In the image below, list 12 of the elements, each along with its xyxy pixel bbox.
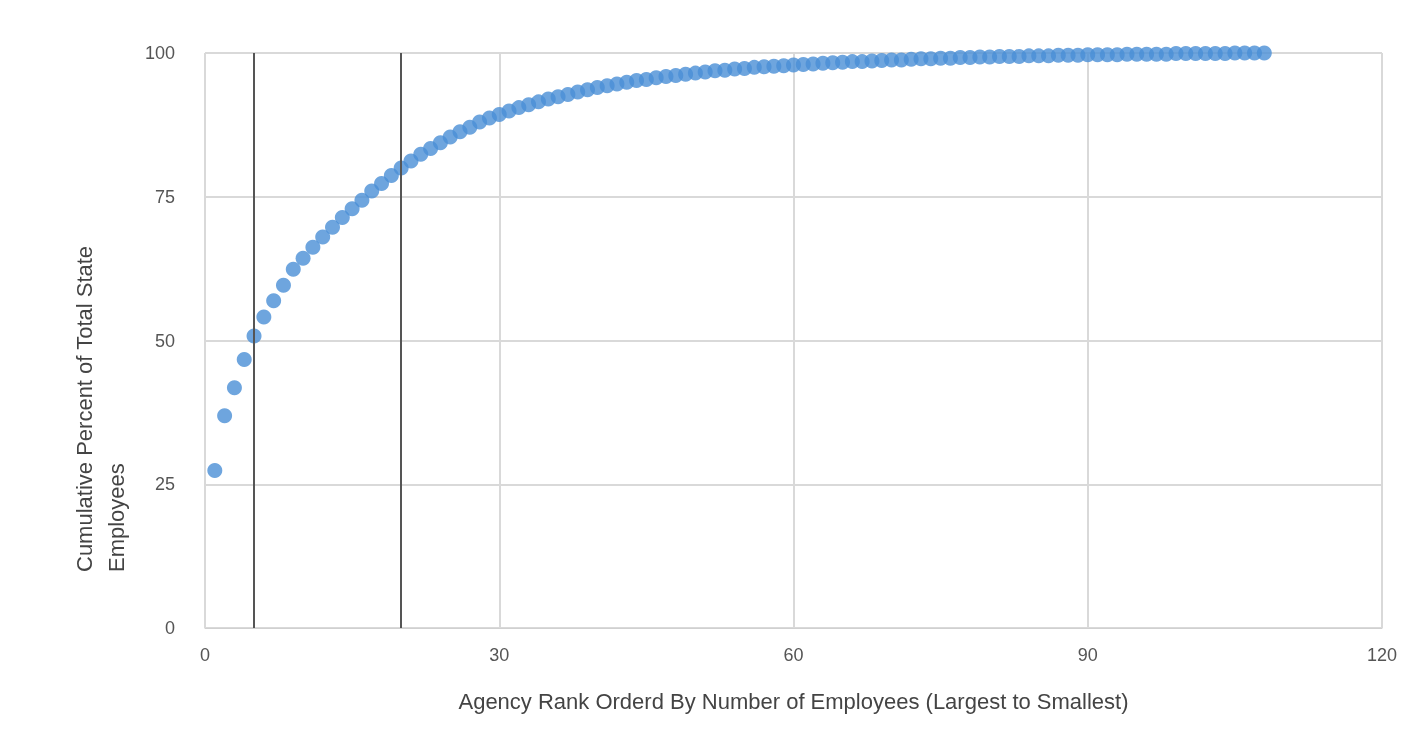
x-tick-label: 60 [783,645,804,665]
y-tick-label: 25 [154,474,175,495]
x-tick-label: 0 [199,645,211,665]
y-axis-title: Cumulative Percent of Total State Employees [71,239,129,572]
x-axis-title: Agency Rank Orderd By Number of Employees (Largest to Smallest) [458,688,1129,714]
y-tick-label: 50 [154,330,175,351]
y-tick-label: 0 [164,618,175,638]
y-tick-label: 75 [154,186,175,207]
x-tick-label: 120 [1366,645,1398,665]
x-tick-label: 30 [489,645,510,665]
y-tick-label: 100 [144,43,175,63]
x-tick-label: 90 [1077,645,1098,665]
